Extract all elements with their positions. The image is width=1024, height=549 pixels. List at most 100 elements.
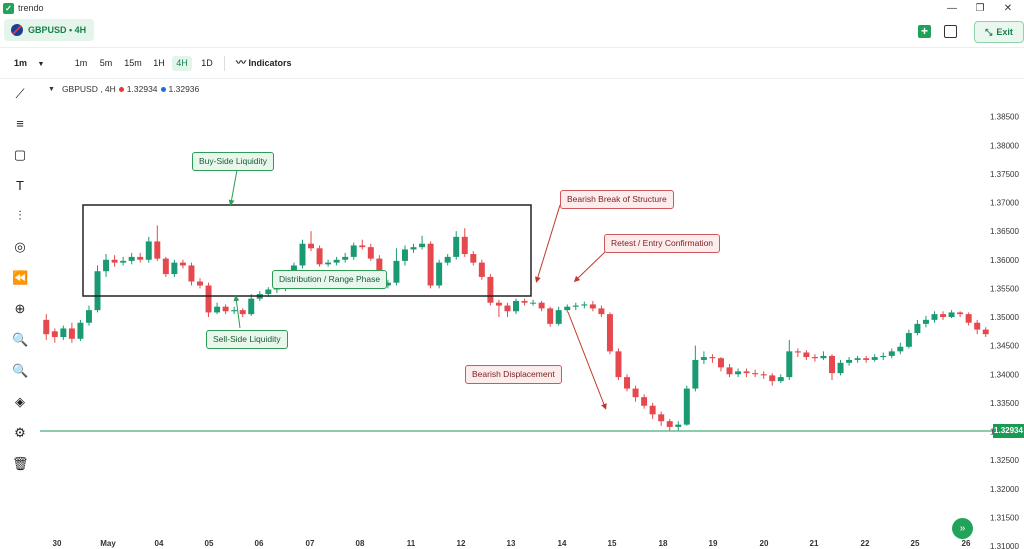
trend-line-icon[interactable]: ⟋ — [15, 86, 25, 101]
candle-body[interactable] — [880, 355, 887, 358]
candle-body[interactable] — [521, 300, 528, 303]
candle-body[interactable] — [589, 304, 596, 309]
candle-body[interactable] — [769, 375, 776, 382]
range-box[interactable] — [82, 204, 532, 297]
candle-body[interactable] — [248, 298, 255, 315]
rewind-icon[interactable]: ⏪ — [12, 270, 29, 285]
candle-body[interactable] — [214, 306, 221, 313]
candle-body[interactable] — [179, 262, 186, 266]
candle-body[interactable] — [888, 351, 895, 356]
minimize-icon[interactable]: — — [947, 2, 957, 14]
candle-body[interactable] — [624, 377, 631, 389]
candle-body[interactable] — [700, 357, 707, 360]
candle-body[interactable] — [735, 371, 742, 375]
candle-body[interactable] — [427, 243, 434, 286]
candle-body[interactable] — [982, 329, 989, 335]
trash-icon[interactable]: 🗑 — [12, 456, 29, 471]
candle-body[interactable] — [205, 285, 212, 313]
candle-body[interactable] — [308, 243, 315, 249]
candle-body[interactable] — [197, 281, 203, 286]
candle-body[interactable] — [863, 358, 870, 360]
candle-body[interactable] — [974, 322, 981, 330]
candle-body[interactable] — [666, 421, 673, 427]
candle-body[interactable] — [94, 271, 101, 311]
candle-body[interactable] — [444, 256, 451, 263]
candle-body[interactable] — [811, 357, 818, 359]
candle-body[interactable] — [461, 236, 468, 255]
candle-body[interactable] — [538, 302, 545, 309]
candle-body[interactable] — [905, 333, 912, 347]
candle-body[interactable] — [743, 371, 750, 374]
candle-body[interactable] — [77, 322, 84, 339]
candle-body[interactable] — [820, 355, 827, 359]
indicators-button[interactable]: 〰 Indicators — [236, 56, 300, 71]
candle-body[interactable] — [487, 276, 494, 303]
candle-body[interactable] — [717, 358, 724, 368]
zoom-out-icon[interactable]: 🔍 — [12, 363, 29, 378]
candle-body[interactable] — [803, 352, 810, 358]
interval-select[interactable]: 1m ▼ — [14, 56, 52, 71]
candle-body[interactable] — [786, 351, 793, 378]
candle-body[interactable] — [401, 249, 408, 261]
candles-icon[interactable]: ⫶ — [18, 208, 22, 223]
candle-body[interactable] — [726, 367, 733, 375]
candle-body[interactable] — [436, 262, 443, 286]
candle-body[interactable] — [419, 243, 426, 248]
candle-body[interactable] — [547, 308, 554, 324]
candle-body[interactable] — [154, 241, 161, 259]
candle-body[interactable] — [794, 351, 801, 353]
candle-body[interactable] — [128, 256, 135, 261]
timeframe-15m[interactable]: 15m — [124, 58, 142, 68]
candle-body[interactable] — [120, 260, 127, 263]
candle-body[interactable] — [632, 388, 639, 398]
candle-body[interactable] — [171, 262, 178, 275]
candle-body[interactable] — [641, 397, 648, 406]
candle-body[interactable] — [530, 302, 537, 304]
candle-body[interactable] — [51, 331, 58, 338]
timeframe-5m[interactable]: 5m — [99, 58, 113, 68]
candle-body[interactable] — [325, 262, 332, 265]
timeframe-1h[interactable]: 1H — [153, 58, 165, 68]
candle-body[interactable] — [145, 241, 152, 260]
candle-body[interactable] — [675, 424, 682, 427]
candle-body[interactable] — [555, 310, 562, 324]
candle-body[interactable] — [410, 247, 417, 250]
candle-body[interactable] — [692, 359, 699, 389]
candle-body[interactable] — [957, 312, 964, 315]
settings-icon[interactable]: ⚙ — [14, 425, 26, 440]
candle-body[interactable] — [658, 414, 665, 422]
layers-icon[interactable]: ◈ — [15, 394, 25, 409]
candle-body[interactable] — [85, 310, 92, 323]
candle-body[interactable] — [103, 259, 110, 272]
add-circle-icon[interactable]: ⊕ — [14, 301, 26, 316]
candle-body[interactable] — [316, 248, 323, 265]
candle-body[interactable] — [384, 282, 391, 286]
timeframe-4h[interactable]: 4H — [172, 56, 192, 71]
candle-body[interactable] — [342, 256, 349, 260]
candle-body[interactable] — [239, 310, 246, 315]
layout-icon[interactable] — [944, 25, 957, 38]
timeframe-1d[interactable]: 1D — [201, 58, 213, 68]
candle-body[interactable] — [581, 304, 588, 306]
timeframe-1m[interactable]: 1m — [74, 58, 88, 68]
candle-body[interactable] — [846, 359, 853, 363]
candle-body[interactable] — [137, 256, 144, 260]
candle-body[interactable] — [299, 243, 306, 266]
candle-body[interactable] — [495, 302, 502, 306]
candle-body[interactable] — [598, 308, 605, 315]
candle-body[interactable] — [68, 328, 75, 339]
candle-body[interactable] — [333, 259, 340, 263]
candle-body[interactable] — [922, 319, 929, 324]
rectangle-icon[interactable]: ▢ — [13, 147, 27, 162]
candle-body[interactable] — [897, 346, 904, 352]
candle-body[interactable] — [683, 388, 690, 425]
candle-body[interactable] — [931, 314, 938, 320]
candle-body[interactable] — [965, 314, 972, 323]
candle-body[interactable] — [453, 236, 460, 257]
candle-body[interactable] — [231, 310, 238, 312]
candle-body[interactable] — [43, 319, 50, 335]
symbol-tab[interactable]: GBPUSD • 4H — [4, 19, 94, 41]
candle-body[interactable] — [367, 247, 374, 259]
candle-body[interactable] — [777, 377, 784, 382]
